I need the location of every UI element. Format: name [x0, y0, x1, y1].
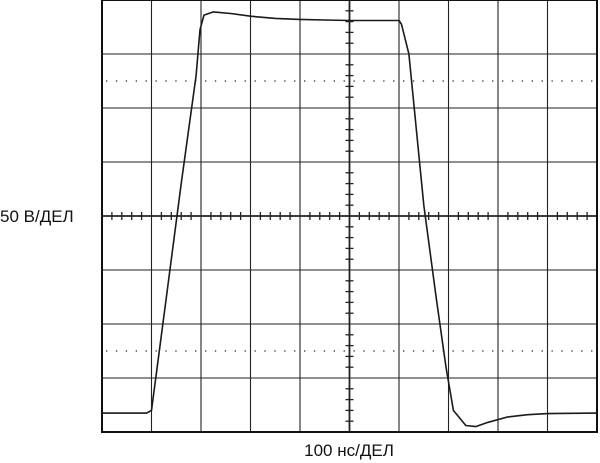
- y-axis-label: 50 В/ДЕЛ: [0, 207, 74, 226]
- grid: [102, 0, 597, 432]
- signal-trace: [101, 11, 598, 428]
- center-axis-ticks: [111, 10, 588, 422]
- plot-border: [101, 0, 598, 433]
- x-axis-label: 100 нс/ДЕЛ: [304, 441, 394, 460]
